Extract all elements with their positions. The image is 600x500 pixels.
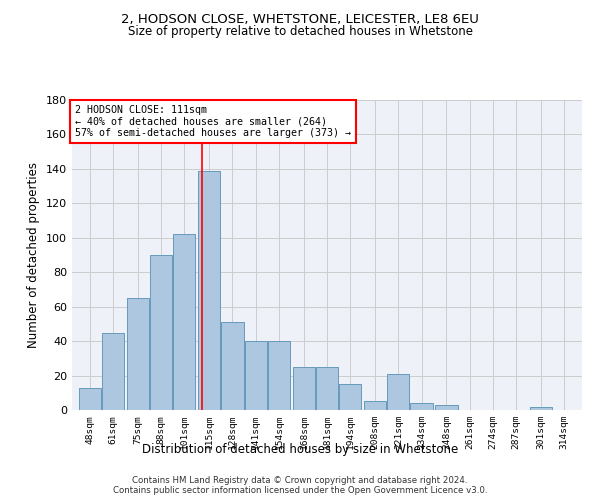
Bar [79,388,101,410]
Bar [268,341,290,410]
Bar [410,403,433,410]
Y-axis label: Number of detached properties: Number of detached properties [28,162,40,348]
Bar [364,402,386,410]
Text: Size of property relative to detached houses in Whetstone: Size of property relative to detached ho… [128,25,473,38]
Bar [127,298,149,410]
Bar [150,255,172,410]
Text: 2 HODSON CLOSE: 111sqm
← 40% of detached houses are smaller (264)
57% of semi-de: 2 HODSON CLOSE: 111sqm ← 40% of detached… [74,104,350,138]
Bar [530,406,552,410]
Bar [245,341,267,410]
Text: Distribution of detached houses by size in Whetstone: Distribution of detached houses by size … [142,442,458,456]
Bar [173,234,196,410]
Bar [339,384,361,410]
Bar [198,170,220,410]
Text: 2, HODSON CLOSE, WHETSTONE, LEICESTER, LE8 6EU: 2, HODSON CLOSE, WHETSTONE, LEICESTER, L… [121,12,479,26]
Text: Contains HM Land Registry data © Crown copyright and database right 2024.: Contains HM Land Registry data © Crown c… [132,476,468,485]
Bar [316,367,338,410]
Bar [436,405,458,410]
Text: Contains public sector information licensed under the Open Government Licence v3: Contains public sector information licen… [113,486,487,495]
Bar [221,322,244,410]
Bar [293,367,315,410]
Bar [387,374,409,410]
Bar [102,332,124,410]
